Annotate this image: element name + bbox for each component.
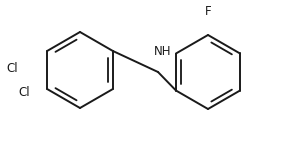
Text: NH: NH <box>154 45 172 58</box>
Text: Cl: Cl <box>18 86 30 100</box>
Text: Cl: Cl <box>6 61 18 75</box>
Text: F: F <box>205 5 211 18</box>
